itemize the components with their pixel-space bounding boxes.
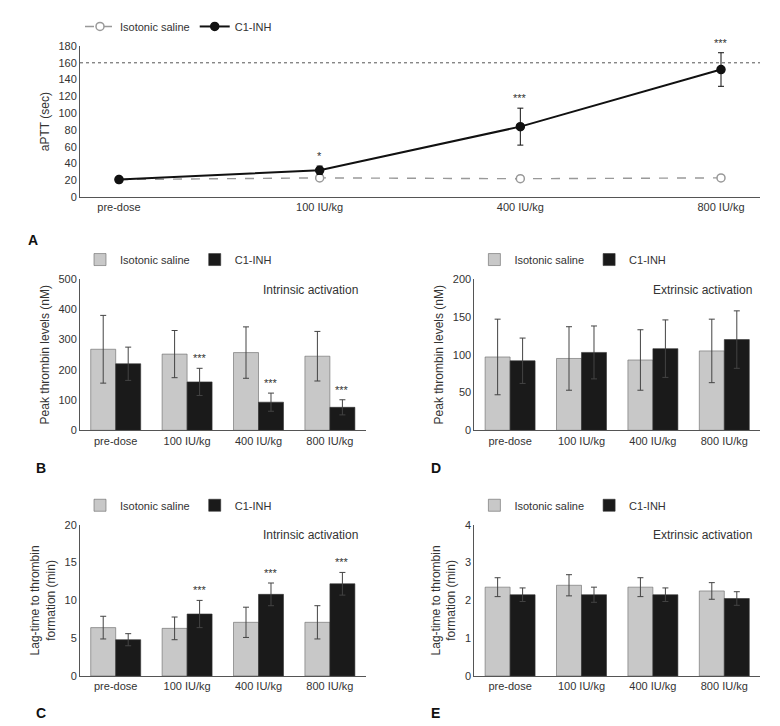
svg-text:***: *** xyxy=(193,352,207,364)
svg-text:C1-INH: C1-INH xyxy=(235,21,272,33)
svg-text:2: 2 xyxy=(465,594,471,606)
svg-text:0: 0 xyxy=(71,670,77,682)
svg-text:500: 500 xyxy=(58,273,76,285)
svg-text:0: 0 xyxy=(465,670,471,682)
svg-text:150: 150 xyxy=(453,311,471,323)
svg-text:pre-dose: pre-dose xyxy=(488,435,531,447)
svg-text:aPTT (sec): aPTT (sec) xyxy=(38,92,52,151)
svg-text:pre-dose: pre-dose xyxy=(488,680,531,692)
svg-text:400 IU/kg: 400 IU/kg xyxy=(235,680,282,692)
svg-text:Isotonic saline: Isotonic saline xyxy=(120,500,190,512)
svg-text:100 IU/kg: 100 IU/kg xyxy=(558,435,605,447)
svg-text:160: 160 xyxy=(58,57,76,69)
svg-text:40: 40 xyxy=(65,157,77,169)
svg-text:***: *** xyxy=(335,556,349,568)
svg-text:Extrinsic activation: Extrinsic activation xyxy=(653,283,752,297)
svg-text:Peak thrombin levels (nM): Peak thrombin levels (nM) xyxy=(432,285,446,424)
svg-text:200: 200 xyxy=(453,273,471,285)
svg-text:0: 0 xyxy=(71,424,77,436)
svg-text:***: *** xyxy=(264,377,278,389)
svg-text:***: *** xyxy=(714,37,728,49)
svg-text:3: 3 xyxy=(465,556,471,568)
svg-text:400 IU/kg: 400 IU/kg xyxy=(629,680,676,692)
svg-text:300: 300 xyxy=(58,333,76,345)
svg-text:800 IU/kg: 800 IU/kg xyxy=(701,680,748,692)
svg-text:10: 10 xyxy=(65,594,77,606)
svg-text:400 IU/kg: 400 IU/kg xyxy=(497,201,544,213)
svg-text:140: 140 xyxy=(58,73,76,85)
svg-text:120: 120 xyxy=(58,90,76,102)
svg-text:50: 50 xyxy=(459,386,471,398)
svg-text:C: C xyxy=(36,705,46,721)
svg-text:***: *** xyxy=(335,384,349,396)
svg-text:pre-dose: pre-dose xyxy=(94,435,137,447)
svg-text:pre-dose: pre-dose xyxy=(94,680,137,692)
svg-text:Intrinsic activation: Intrinsic activation xyxy=(263,528,358,542)
svg-text:A: A xyxy=(28,232,38,248)
svg-text:4: 4 xyxy=(465,519,471,531)
svg-text:Isotonic saline: Isotonic saline xyxy=(514,500,584,512)
svg-text:80: 80 xyxy=(65,124,77,136)
svg-text:C1-INH: C1-INH xyxy=(629,254,666,266)
svg-text:800 IU/kg: 800 IU/kg xyxy=(306,680,353,692)
svg-text:Peak thrombin levels (nM): Peak thrombin levels (nM) xyxy=(38,285,52,424)
svg-text:5: 5 xyxy=(71,632,77,644)
svg-text:100 IU/kg: 100 IU/kg xyxy=(164,680,211,692)
svg-text:100 IU/kg: 100 IU/kg xyxy=(296,201,343,213)
svg-text:Isotonic saline: Isotonic saline xyxy=(120,21,190,33)
svg-text:C1-INH: C1-INH xyxy=(629,500,666,512)
svg-text:Isotonic saline: Isotonic saline xyxy=(514,254,584,266)
svg-text:180: 180 xyxy=(58,40,76,52)
svg-text:Isotonic saline: Isotonic saline xyxy=(120,254,190,266)
svg-text:200: 200 xyxy=(58,364,76,376)
svg-text:0: 0 xyxy=(465,424,471,436)
svg-text:100: 100 xyxy=(58,107,76,119)
svg-text:400 IU/kg: 400 IU/kg xyxy=(235,435,282,447)
svg-text:60: 60 xyxy=(65,141,77,153)
svg-text:*: * xyxy=(317,150,322,162)
svg-text:Intrinsic activation: Intrinsic activation xyxy=(263,283,358,297)
svg-text:Extrinsic activation: Extrinsic activation xyxy=(653,528,752,542)
svg-text:0: 0 xyxy=(71,191,77,203)
svg-text:1: 1 xyxy=(465,632,471,644)
svg-text:20: 20 xyxy=(65,174,77,186)
svg-text:20: 20 xyxy=(65,519,77,531)
svg-text:C1-INH: C1-INH xyxy=(235,254,272,266)
svg-text:C1-INH: C1-INH xyxy=(235,500,272,512)
svg-text:D: D xyxy=(431,460,441,476)
svg-text:100: 100 xyxy=(453,349,471,361)
svg-text:100 IU/kg: 100 IU/kg xyxy=(164,435,211,447)
svg-text:400: 400 xyxy=(58,303,76,315)
svg-text:B: B xyxy=(36,460,46,476)
svg-text:E: E xyxy=(431,705,440,721)
svg-text:***: *** xyxy=(264,567,278,579)
svg-text:400 IU/kg: 400 IU/kg xyxy=(629,435,676,447)
svg-text:100: 100 xyxy=(58,394,76,406)
svg-text:Lag-time to thrombinformation: Lag-time to thrombinformation (min) xyxy=(429,545,459,655)
svg-text:***: *** xyxy=(193,584,207,596)
svg-text:15: 15 xyxy=(65,556,77,568)
svg-text:***: *** xyxy=(513,92,527,104)
svg-text:Lag-time to thrombinformation: Lag-time to thrombinformation (min) xyxy=(28,545,58,655)
svg-text:800 IU/kg: 800 IU/kg xyxy=(697,201,744,213)
svg-text:pre-dose: pre-dose xyxy=(97,201,140,213)
svg-text:800 IU/kg: 800 IU/kg xyxy=(701,435,748,447)
svg-text:800 IU/kg: 800 IU/kg xyxy=(306,435,353,447)
svg-text:100 IU/kg: 100 IU/kg xyxy=(558,680,605,692)
